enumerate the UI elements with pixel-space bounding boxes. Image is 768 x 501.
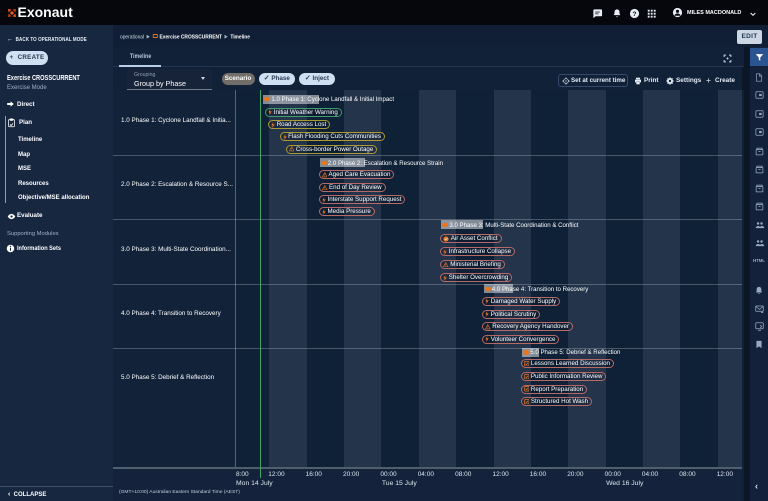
svg-text:?: ? — [633, 11, 637, 18]
